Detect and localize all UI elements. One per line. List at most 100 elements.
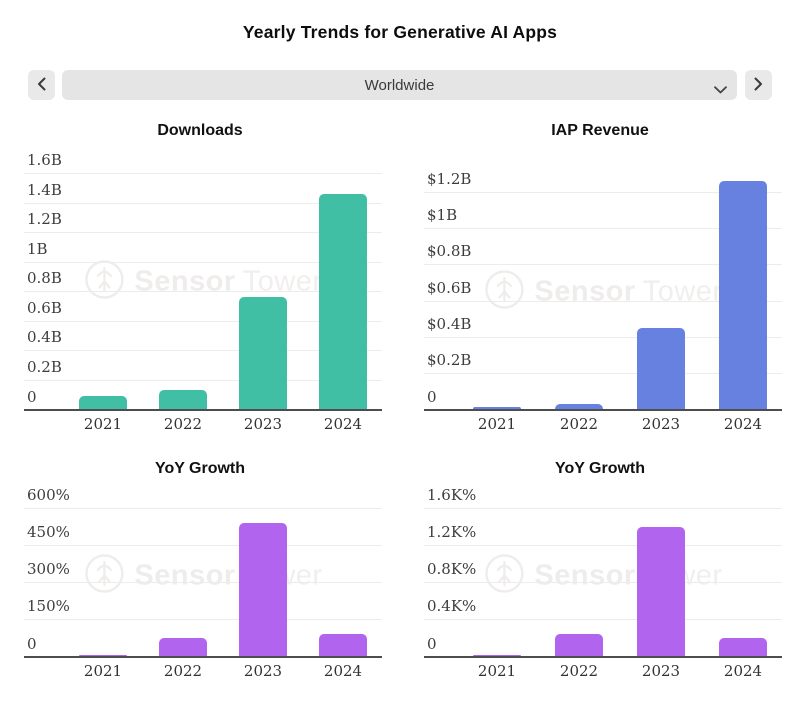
chart-iap-revenue: IAP Revenue $1.2B $1B $0.8B $0.6B $0.4B $0.2B… [400,110,800,445]
x-axis-label: 2022 [163,662,203,680]
gridline: 1.2B [24,210,382,233]
y-axis-tick-label: $1.2B [427,170,472,188]
x-axis-label: 2023 [243,415,283,433]
bar-2021 [79,395,127,409]
y-axis-tick-label: 0 [27,635,37,653]
bar-2023 [637,327,685,409]
y-axis-tick-label: $0.4B [427,314,472,333]
x-axis-baseline: 0 [24,388,382,411]
y-axis-tick-label: 1B [27,239,48,258]
bar-2022 [555,633,603,656]
gridline: $0.4B [424,315,782,338]
y-axis-tick-label: 1.2K% [427,523,477,541]
y-axis-tick-label: 0.2B [27,357,62,376]
x-axis: 2021 2022 2023 2024 [424,662,782,680]
bar-2022 [555,403,603,409]
page-title: Yearly Trends for Generative AI Apps [242,22,558,42]
bar-2024 [319,633,367,656]
gridline: 0.4B [24,328,382,351]
y-axis-tick-label: 150% [27,597,70,615]
region-dropdown[interactable]: Worldwide [62,70,737,100]
chart-downloads: Downloads 1.6B 1.4B 1.2B 1B 0.8B 0.6B 0.4B 0.2B… [0,110,400,445]
y-axis-tick-label: 1.6B [27,151,62,169]
region-dropdown-value: Worldwide [364,76,435,94]
x-axis-label: 2024 [723,662,763,680]
gridline: 0.8K% [424,560,782,583]
chevron-down-icon [714,81,727,99]
gridline: $0.6B [424,279,782,302]
next-region-button[interactable] [745,70,772,100]
y-axis-tick-label: 0.4K% [427,597,477,615]
y-axis-tick-label: 300% [27,560,70,578]
gridline: 0.6B [24,299,382,322]
x-axis: 2021 2022 2023 2024 [24,662,382,680]
x-axis-label: 2023 [641,662,681,680]
gridline: 1.6B [24,151,382,174]
charts-grid: Downloads 1.6B 1.4B 1.2B 1B 0.8B 0.6B 0.4B 0.2B… [0,110,800,694]
bar-2021 [473,407,521,409]
bars [24,173,382,409]
y-axis-tick-label: 600% [27,486,70,504]
chevron-right-icon [754,77,763,94]
gridline: 0.4K% [424,597,782,620]
y-axis-tick-label: 1.6K% [427,486,477,504]
bar-2024 [719,181,767,409]
x-axis: 2021 2022 2023 2024 [424,415,782,433]
bar-2021 [473,654,521,656]
x-axis-label: 2021 [83,415,123,433]
x-axis-label: 2024 [323,662,363,680]
x-axis-label: 2024 [723,415,763,433]
x-axis-baseline: 0 [424,635,782,658]
gridline: 450% [24,523,382,546]
gridline: 1.2K% [424,523,782,546]
region-selector: Worldwide [0,70,800,100]
bar-2022 [159,637,207,656]
chevron-left-icon [37,77,46,94]
chart-title: IAP Revenue [551,122,649,139]
gridline: 300% [24,560,382,583]
y-axis-tick-label: 0.8B [27,269,62,287]
chart-title: YoY Growth [554,460,646,477]
gridline: 1B [24,240,382,263]
gridline: 0.2B [24,358,382,381]
bar-2024 [319,193,367,409]
y-axis-tick-label: 0 [427,635,437,653]
x-axis-label: 2021 [477,415,517,433]
gridline: 150% [24,597,382,620]
bar-2023 [239,296,287,409]
bar-2021 [79,654,127,656]
y-axis-tick-label: 0 [27,388,37,406]
y-axis-tick-label: 0 [427,388,437,406]
x-axis-label: 2022 [559,662,599,680]
bar-2022 [159,389,207,409]
x-axis-label: 2021 [83,662,123,680]
x-axis-label: 2023 [641,415,681,433]
y-axis-tick-label: $0.8B [427,242,472,261]
previous-region-button[interactable] [28,70,55,100]
y-axis-tick-label: 0.4B [27,328,62,346]
y-axis-tick-label: $0.6B [427,278,472,297]
x-axis-label: 2023 [243,662,283,680]
gridline: 600% [24,486,382,509]
bar-2024 [719,638,767,656]
gridline: $1.2B [424,170,782,193]
chart-title: YoY Growth [154,460,246,477]
x-axis-label: 2021 [477,662,517,680]
y-axis-tick-label: $1B [427,206,458,225]
y-axis-tick-label: 0.6B [27,298,62,317]
chart-yoy-growth-downloads: YoY Growth 600%450%300%150%0 SensorTower… [0,445,400,694]
bars [24,508,382,656]
chart-title: Downloads [157,122,243,139]
y-axis-tick-label: 450% [27,523,70,541]
plot-area: $1.2B $1B $0.8B $0.6B $0.4B $0.2B 0 Sensor Towe… [424,170,782,411]
gridline: 0.8B [24,269,382,292]
x-axis-label: 2024 [323,415,363,433]
x-axis-label: 2022 [559,415,599,433]
y-axis-tick-label: 1.4B [27,180,62,199]
x-axis-label: 2022 [163,415,203,433]
gridline: 1.4B [24,181,382,204]
y-axis-tick-label: 0.8K% [427,560,477,578]
bars [424,181,782,409]
